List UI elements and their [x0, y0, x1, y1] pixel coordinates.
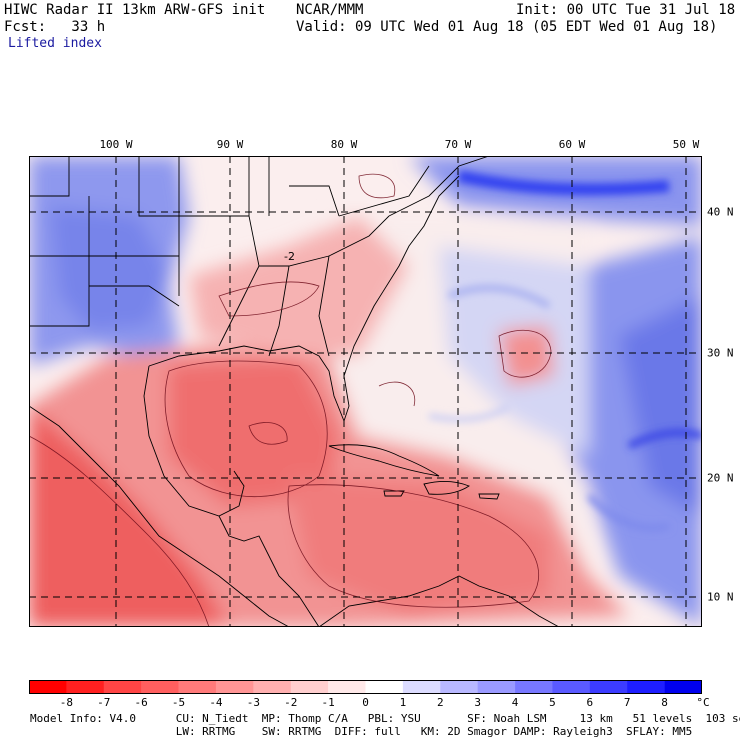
model-title: HIWC Radar II 13km ARW-GFS init [4, 2, 266, 18]
init-time: Init: 00 UTC Tue 31 Jul 18 [516, 2, 736, 18]
colorbar [29, 680, 702, 694]
field-shading [29, 156, 702, 627]
colorbar-label: 2 [436, 696, 444, 709]
colorbar-label: 4 [511, 696, 519, 709]
lat-label-30n: 30 N [707, 346, 734, 360]
colorbar-label: 8 [661, 696, 668, 709]
colorbar-swatch [66, 680, 105, 694]
colorbar-swatch [589, 680, 628, 694]
lon-label-100w: 100 W [99, 138, 133, 151]
lon-label-50w: 50 W [672, 138, 700, 151]
colorbar-swatch [552, 680, 591, 694]
contour-lines [29, 173, 552, 627]
lon-label-90w: 90 W [216, 138, 244, 151]
forecast-hour: Fcst: 33 h [4, 19, 106, 35]
lon-label-60w: 60 W [558, 138, 586, 151]
colorbar-label: 0 [362, 696, 369, 709]
colorbar-label: -6 [134, 696, 148, 709]
colorbar-swatch [253, 680, 292, 694]
colorbar-label: -7 [97, 696, 111, 709]
colorbar-label: 3 [474, 696, 481, 709]
model-info-line1: Model Info: V4.0 CU: N_Tiedt MP: Thomp C… [30, 712, 740, 725]
blue-plains-deep [49, 206, 169, 331]
contour-label: -2 [284, 250, 295, 263]
center-name: NCAR/MMM [296, 2, 364, 18]
colorbar-label: 5 [549, 696, 556, 709]
colorbar-swatch [515, 680, 553, 694]
lat-label-40n: 40 N [707, 205, 734, 219]
red-core [169, 356, 339, 506]
lat-label-20n: 20 N [707, 471, 734, 485]
lon-label-70w: 70 W [444, 138, 472, 151]
colorbar-label: 6 [586, 696, 594, 709]
political-boundaries [29, 156, 560, 627]
lat-label-10n: 10 N [707, 590, 734, 604]
colorbar-swatch [29, 680, 67, 694]
colorbar-swatch [103, 680, 142, 694]
blue-east-atlantic-deep [619, 296, 702, 516]
colorbar-swatch [328, 680, 366, 694]
model-info-line2: LW: RRTMG SW: RRTMG DIFF: full KM: 2D Sm… [30, 725, 693, 738]
colorbar-label: -8 [59, 696, 73, 709]
colorbar-swatch [178, 680, 217, 694]
red-caribbean [289, 476, 549, 616]
red-eastus [189, 216, 409, 356]
colorbar-swatch [440, 680, 478, 694]
colorbar-label: -4 [209, 696, 223, 709]
colorbar-swatch [627, 680, 665, 694]
colorbar-label: -2 [284, 696, 298, 709]
colorbar-swatch [402, 680, 441, 694]
colorbar-swatch [477, 680, 516, 694]
graticule [29, 156, 702, 627]
colorbar-swatch [141, 680, 179, 694]
valid-time: Valid: 09 UTC Wed 01 Aug 18 (05 EDT Wed … [296, 19, 718, 35]
colorbar-label: 7 [623, 696, 631, 709]
colorbar-swatch [215, 680, 254, 694]
colorbar-label: -1 [321, 696, 335, 709]
colorbar-swatch [290, 680, 329, 694]
colorbar-swatch [664, 680, 702, 694]
colorbar-label: 1 [399, 696, 407, 709]
field-name: Lifted index [8, 36, 102, 51]
colorbar-unit: °C [696, 696, 710, 709]
lifted-index-map: -2 [29, 156, 702, 627]
lon-label-80w: 80 W [330, 138, 358, 151]
colorbar-swatch [365, 680, 404, 694]
colorbar-label: -3 [246, 696, 260, 709]
colorbar-label: -5 [171, 696, 186, 709]
